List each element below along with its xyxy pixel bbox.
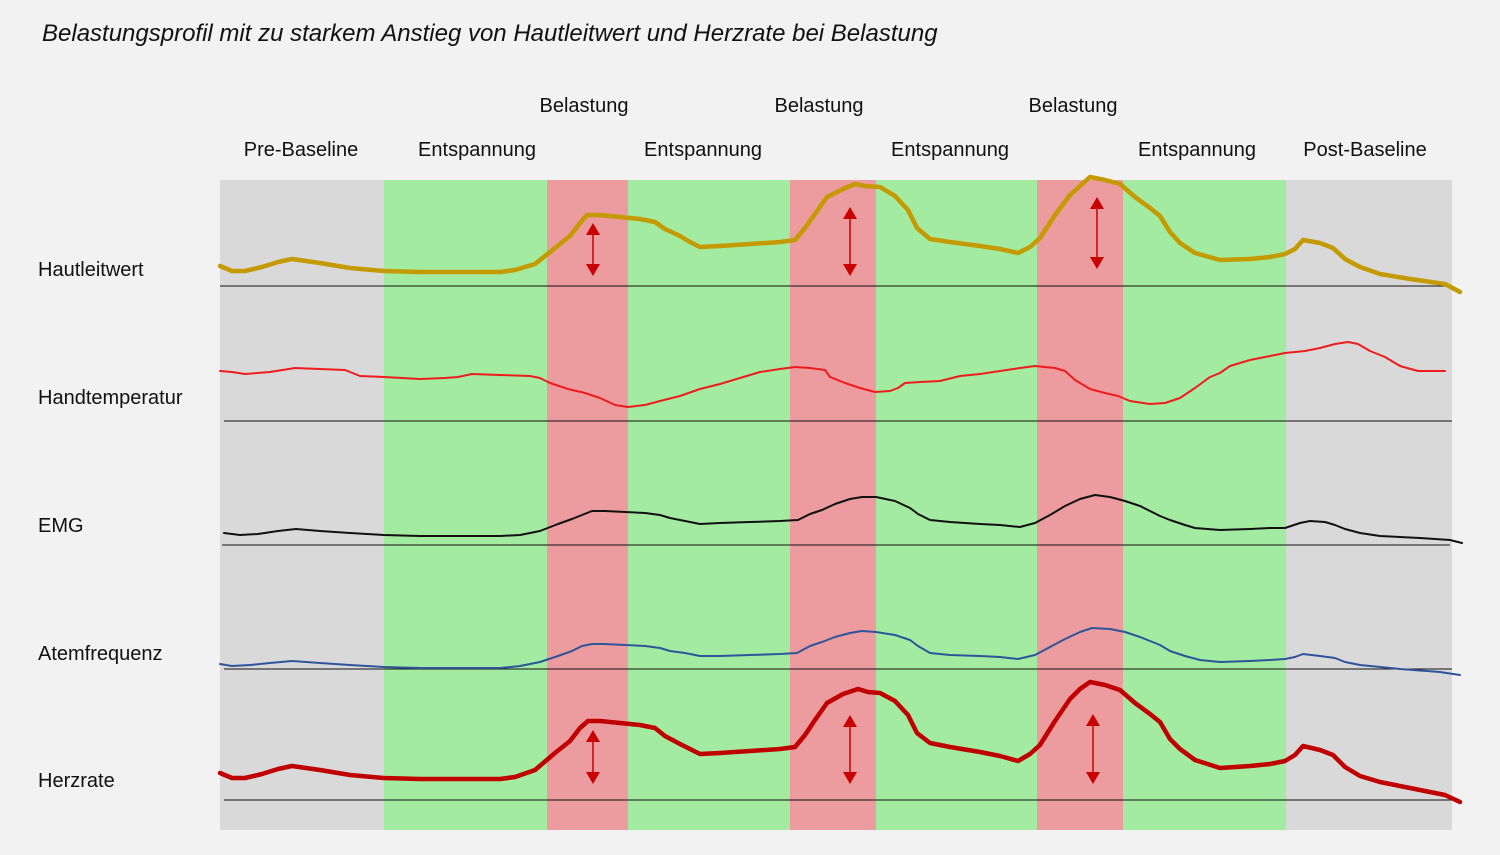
arrowhead-up — [1086, 714, 1100, 726]
arrowhead-down — [586, 264, 600, 276]
arrowhead-up — [843, 715, 857, 727]
phase-label-entspannung-2: Entspannung — [644, 139, 762, 161]
signal-curve-handtemperatur — [219, 341, 1446, 408]
signal-curve-herzrate — [217, 679, 1463, 805]
arrowhead-up — [843, 207, 857, 219]
signal-curve-atemfrequenz — [219, 627, 1461, 676]
phase-band-stress — [1037, 180, 1123, 830]
phase-label-post-baseline: Post-Baseline — [1303, 139, 1427, 161]
phase-band-relax — [628, 180, 790, 830]
arrowhead-down — [843, 772, 857, 784]
phase-band-baseline — [220, 180, 384, 830]
arrowhead-up — [586, 223, 600, 235]
phase-band-relax — [1123, 180, 1286, 830]
arrowhead-down — [586, 772, 600, 784]
phase-label-entspannung-4: Entspannung — [1138, 139, 1256, 161]
phase-band-relax — [384, 180, 547, 830]
phase-label-pre-baseline: Pre-Baseline — [243, 139, 359, 161]
increase-arrow-herzrate-2 — [843, 715, 857, 784]
phase-label-entspannung-1: Entspannung — [418, 139, 536, 161]
signal-curve-hautleitwert — [217, 174, 1463, 295]
row-label-handtemperatur: Handtemperatur — [38, 387, 183, 409]
phase-band-baseline — [1286, 180, 1452, 830]
arrowhead-up — [1090, 197, 1104, 209]
signal-curve-emg — [223, 494, 1463, 544]
phase-label-entspannung-3: Entspannung — [891, 139, 1009, 161]
row-label-hautleitwert: Hautleitwert — [38, 259, 144, 281]
phase-band-stress — [547, 180, 628, 830]
phase-band-relax — [876, 180, 1037, 830]
phase-label-belastung-2: Belastung — [774, 95, 864, 117]
row-label-emg: EMG — [38, 515, 84, 537]
phase-label-belastung-1: Belastung — [539, 95, 629, 117]
arrowhead-down — [1090, 257, 1104, 269]
arrowhead-down — [843, 264, 857, 276]
increase-arrow-hautleitwert-3 — [1090, 197, 1104, 269]
increase-arrow-hautleitwert-2 — [843, 207, 857, 276]
phase-label-belastung-3: Belastung — [1028, 95, 1118, 117]
row-label-atemfrequenz: Atemfrequenz — [38, 643, 163, 665]
increase-arrow-herzrate-3 — [1086, 714, 1100, 784]
row-label-herzrate: Herzrate — [38, 770, 115, 792]
arrowhead-down — [1086, 772, 1100, 784]
increase-arrow-herzrate-1 — [586, 730, 600, 784]
diagram-title: Belastungsprofil mit zu starkem Anstieg … — [42, 20, 938, 47]
arrowhead-up — [586, 730, 600, 742]
increase-arrow-hautleitwert-1 — [586, 223, 600, 276]
